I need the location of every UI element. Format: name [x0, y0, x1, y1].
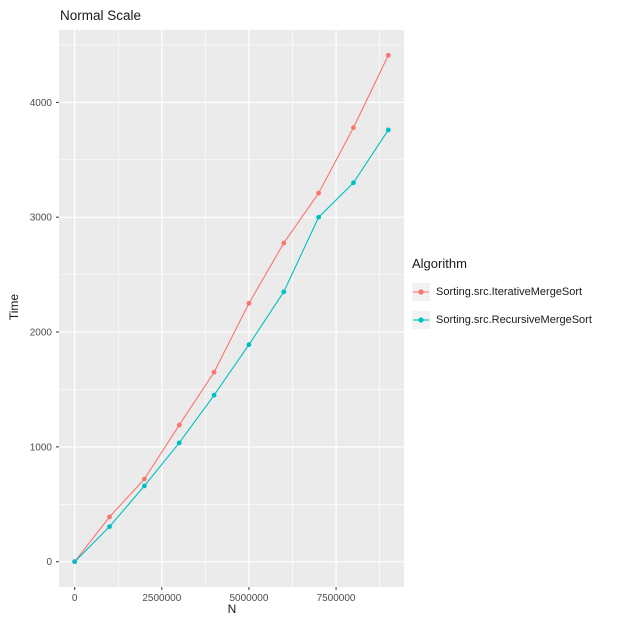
svg-text:1000: 1000: [30, 442, 53, 453]
svg-text:4000: 4000: [30, 98, 53, 109]
legend: Algorithm Sorting.src.IterativeMergeSort…: [412, 256, 592, 339]
svg-text:0: 0: [46, 557, 52, 568]
legend-item: Sorting.src.RecursiveMergeSort: [412, 311, 592, 329]
legend-label: Sorting.src.IterativeMergeSort: [436, 286, 583, 298]
y-axis-title: Time: [7, 293, 21, 321]
legend-item: Sorting.src.IterativeMergeSort: [412, 283, 592, 301]
plot-title: Normal Scale: [60, 8, 142, 23]
legend-label: Sorting.src.RecursiveMergeSort: [436, 314, 592, 326]
svg-text:7500000: 7500000: [317, 593, 356, 604]
svg-text:3000: 3000: [30, 213, 53, 224]
svg-text:0: 0: [72, 593, 78, 604]
svg-text:2500000: 2500000: [142, 593, 181, 604]
x-axis-title: N: [227, 602, 237, 616]
legend-title: Algorithm: [412, 256, 467, 271]
svg-text:5000000: 5000000: [229, 593, 268, 604]
svg-text:2000: 2000: [30, 328, 53, 339]
legend-key-recursive-mergesort: [412, 311, 430, 329]
legend-key-iterative-mergesort: [412, 283, 430, 301]
